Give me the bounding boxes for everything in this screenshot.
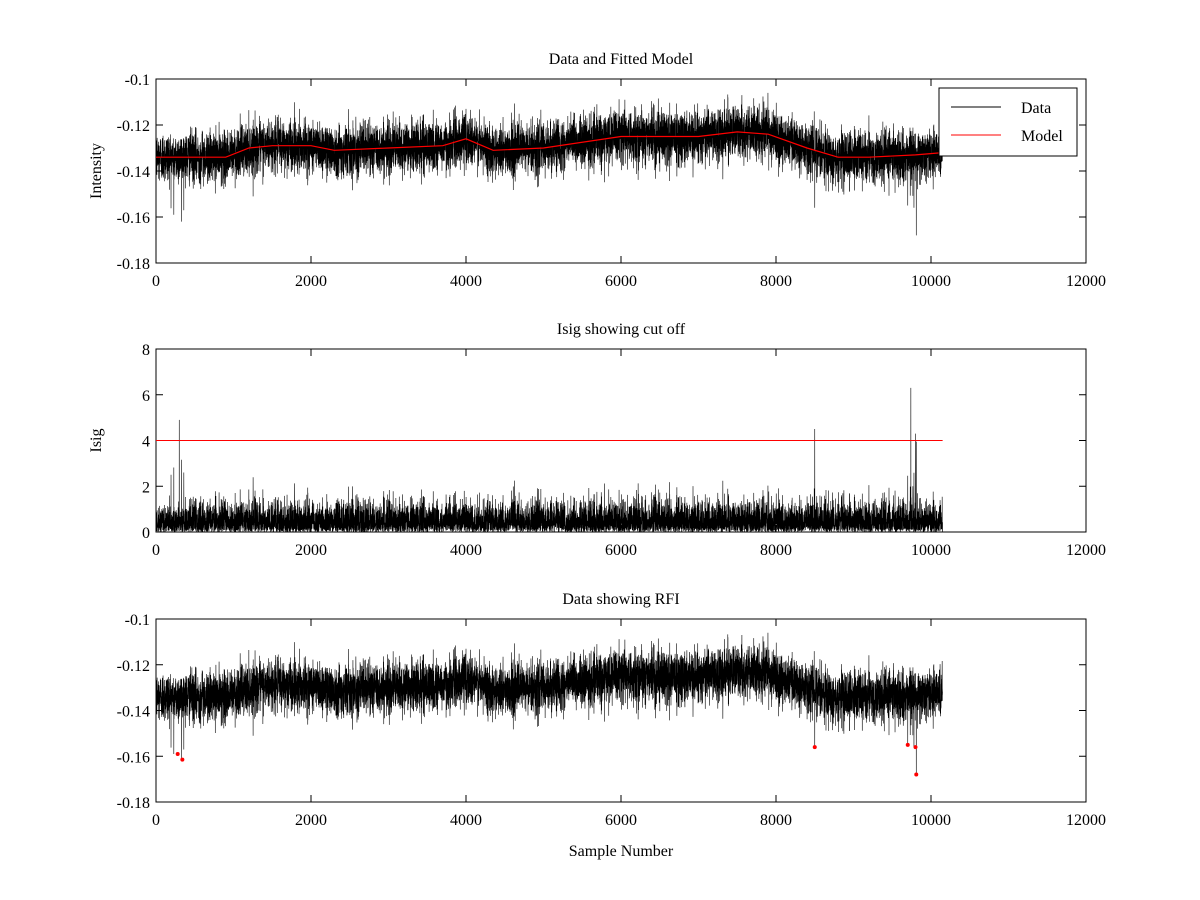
x-tick-label: 8000 xyxy=(760,273,792,290)
rfi-point xyxy=(180,757,185,762)
x-tick-label: 10000 xyxy=(911,812,951,829)
y-tick-label: -0.1 xyxy=(125,72,150,89)
y-tick-label: -0.12 xyxy=(117,118,150,135)
chart-2-y-axis-label: Isig xyxy=(88,429,105,453)
isig-series-line xyxy=(155,387,943,533)
data-series-line xyxy=(155,92,943,236)
rfi-point xyxy=(905,742,910,747)
rfi-point xyxy=(175,751,180,756)
y-tick-label: 2 xyxy=(142,479,150,496)
x-tick-label: 8000 xyxy=(760,812,792,829)
rfi-point xyxy=(913,745,918,750)
x-tick-label: 6000 xyxy=(605,273,637,290)
x-tick-label: 0 xyxy=(152,812,160,829)
legend: Data Model xyxy=(938,87,1078,157)
x-tick-label: 10000 xyxy=(911,542,951,559)
y-tick-label: -0.12 xyxy=(117,658,150,675)
chart-3-axes: 0 2000 4000 6000 8000 10000 12000 -0.1 -0.12 -0.1… xyxy=(117,591,1106,860)
legend-box xyxy=(938,87,1078,157)
y-tick-label: 8 xyxy=(142,342,150,359)
x-tick-label: 6000 xyxy=(605,812,637,829)
x-tick-label: 10000 xyxy=(911,273,951,290)
rfi-point xyxy=(812,745,817,750)
data-series-line xyxy=(155,632,943,775)
y-tick-label: -0.1 xyxy=(125,612,150,629)
y-tick-label: -0.18 xyxy=(117,256,150,273)
y-tick-label: -0.14 xyxy=(117,164,150,181)
chart-2-title: Isig showing cut off xyxy=(557,321,686,338)
x-tick-label: 0 xyxy=(152,273,160,290)
x-tick-label: 2000 xyxy=(295,542,327,559)
chart-3-x-axis-label: Sample Number xyxy=(569,843,674,860)
chart-1-axes: 0 2000 4000 6000 8000 10000 12000 -0.1 -0.12 -0.1… xyxy=(88,51,1106,290)
x-tick-label: 2000 xyxy=(295,812,327,829)
legend-label-data: Data xyxy=(1021,100,1051,117)
x-tick-label: 4000 xyxy=(450,812,482,829)
x-tick-label: 0 xyxy=(152,542,160,559)
y-tick-label: -0.14 xyxy=(117,704,150,721)
x-tick-label: 8000 xyxy=(760,542,792,559)
chart-3-plot-frame xyxy=(155,618,1087,803)
x-tick-label: 12000 xyxy=(1066,542,1106,559)
x-tick-label: 4000 xyxy=(450,273,482,290)
x-tick-label: 2000 xyxy=(295,273,327,290)
y-tick-label: -0.18 xyxy=(117,795,150,812)
y-tick-label: 6 xyxy=(142,388,150,405)
x-tick-label: 12000 xyxy=(1066,812,1106,829)
model-series-line xyxy=(156,131,943,158)
y-tick-label: -0.16 xyxy=(117,210,150,227)
x-tick-label: 6000 xyxy=(605,542,637,559)
chart-1-title: Data and Fitted Model xyxy=(549,51,694,68)
y-tick-label: 0 xyxy=(142,525,150,542)
chart-3-title: Data showing RFI xyxy=(562,591,679,608)
x-tick-label: 12000 xyxy=(1066,273,1106,290)
x-tick-label: 4000 xyxy=(450,542,482,559)
rfi-point xyxy=(914,772,919,777)
legend-label-model: Model xyxy=(1021,128,1063,145)
y-tick-label: 4 xyxy=(142,434,150,451)
y-tick-label: -0.16 xyxy=(117,749,150,766)
chart-1-y-axis-label: Intensity xyxy=(88,143,105,199)
